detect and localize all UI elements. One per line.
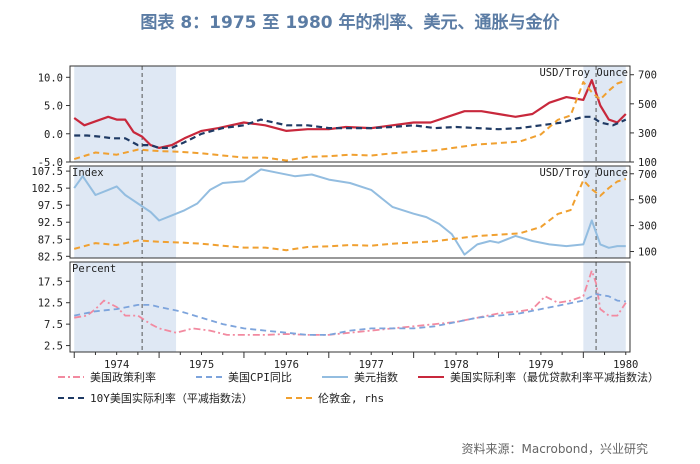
- left-tick-label: 92.5: [38, 217, 63, 229]
- chart-title: 图表 8：1975 至 1980 年的利率、美元、通胀与金价: [140, 13, 560, 33]
- source-note: 资料来源：Macrobond，兴业研究: [461, 442, 649, 456]
- left-tick-label: 12.5: [38, 298, 63, 310]
- left-tick-label: 5.0: [44, 101, 63, 113]
- legend-label-cpi: 美国CPI同比: [228, 371, 292, 384]
- series-line-gold-middle: [73, 178, 627, 252]
- right-tick-label: 300: [638, 221, 657, 233]
- series-line-cpi-bottom: [74, 293, 626, 336]
- right-tick-label: 700: [638, 70, 657, 82]
- series-line-dollar_index-middle: [73, 168, 626, 256]
- legend-label-gold: 伦敦金, rhs: [318, 391, 384, 405]
- x-tick-label: 1979: [528, 359, 553, 371]
- x-tick-label: 1975: [189, 359, 214, 371]
- legend-label-dollar_index: 美元指数: [354, 370, 398, 384]
- left-tick-label: 0.0: [44, 129, 63, 141]
- legend-label-real_rate: 美国实际利率（最优贷款利率平减指数法）: [450, 370, 659, 384]
- left-tick-label: 97.5: [38, 200, 63, 212]
- panel-frame-middle: [69, 165, 631, 259]
- left-tick-label: -5.0: [38, 157, 63, 169]
- x-tick-label: 1976: [274, 359, 299, 371]
- right-tick-label: 700: [638, 169, 657, 181]
- left-tick-label: 7.5: [44, 319, 63, 331]
- right-tick-label: 500: [638, 99, 657, 111]
- left-axis-label: Percent: [72, 263, 116, 275]
- left-tick-label: 87.5: [38, 234, 63, 246]
- shaded-period-top-0: [74, 66, 177, 162]
- left-axis-label: Index: [72, 167, 104, 179]
- series-line-real_10y-top: [74, 115, 627, 149]
- left-tick-label: 10.0: [38, 72, 63, 84]
- legend-label-policy_rate: 美国政策利率: [90, 370, 156, 384]
- shaded-period-middle-1: [583, 166, 626, 258]
- legend-label-real_10y: 10Y美国实际利率（平减指数法）: [90, 391, 253, 405]
- right-axis-label: USD/Troy Ounce: [539, 67, 628, 79]
- right-tick-label: 100: [638, 157, 657, 169]
- x-tick-label: 1974: [104, 359, 129, 371]
- left-tick-label: 2.5: [44, 341, 63, 353]
- right-tick-label: 500: [638, 195, 657, 207]
- left-tick-label: 102.5: [31, 183, 63, 195]
- panel-frame-top: [69, 65, 631, 163]
- right-axis-label: USD/Troy Ounce: [539, 167, 628, 179]
- series-line-policy_rate-bottom: [74, 269, 627, 336]
- left-tick-label: 82.5: [38, 251, 63, 263]
- x-tick-label: 1980: [613, 359, 638, 371]
- left-tick-label: 107.5: [31, 166, 63, 178]
- right-tick-label: 100: [638, 247, 657, 259]
- left-tick-label: 17.5: [38, 276, 63, 288]
- right-tick-label: 300: [638, 128, 657, 140]
- x-tick-label: 1978: [443, 359, 468, 371]
- series-line-gold-top: [73, 79, 627, 162]
- x-tick-label: 1977: [359, 359, 384, 371]
